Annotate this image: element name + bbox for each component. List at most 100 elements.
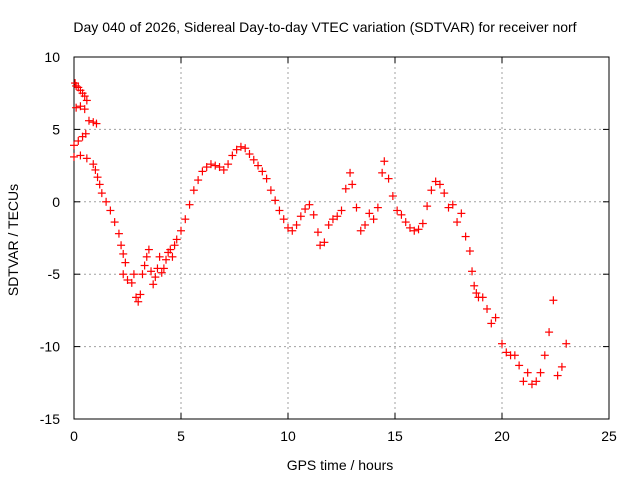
data-point: [444, 203, 453, 212]
data-point: [305, 200, 314, 209]
data-point: [301, 205, 310, 214]
grid: [74, 57, 609, 419]
data-point: [414, 225, 423, 234]
data-point: [365, 209, 374, 218]
data-point: [172, 235, 181, 244]
data-point: [341, 184, 350, 193]
data-point: [82, 96, 91, 105]
data-point: [93, 173, 102, 182]
data-point: [119, 270, 128, 279]
data-point: [151, 273, 160, 282]
data-point: [72, 103, 81, 112]
data-point: [435, 180, 444, 189]
data-point: [127, 278, 136, 287]
data-point: [483, 304, 492, 313]
chart-title: Day 040 of 2026, Sidereal Day-to-day VTE…: [73, 19, 576, 35]
data-point: [89, 160, 98, 169]
data-point: [320, 238, 329, 247]
plot-frame: [73, 56, 610, 420]
data-point: [215, 163, 224, 172]
y-tick-label: -5: [48, 266, 61, 282]
x-tick-label: 5: [177, 428, 185, 444]
data-point: [166, 245, 175, 254]
data-point: [324, 220, 333, 229]
data-point: [82, 154, 91, 163]
data-point: [540, 351, 549, 360]
data-point: [80, 105, 89, 114]
data-point: [114, 229, 123, 238]
data-point: [468, 267, 477, 276]
data-point: [245, 150, 254, 159]
data-point: [557, 362, 566, 371]
data-point: [352, 203, 361, 212]
data-point: [418, 219, 427, 228]
data-point: [97, 189, 106, 198]
data-point: [149, 280, 158, 289]
data-point: [562, 339, 571, 348]
data-point: [102, 197, 111, 206]
data-point: [393, 206, 402, 215]
data-point: [224, 160, 233, 169]
data-point: [76, 102, 85, 111]
data-point: [380, 157, 389, 166]
data-point: [328, 215, 337, 224]
data-point: [313, 228, 322, 237]
data-point: [74, 136, 83, 145]
x-tick-label: 10: [280, 428, 296, 444]
data-point: [70, 152, 78, 161]
data-point: [177, 226, 185, 235]
data-point: [348, 180, 357, 189]
data-point: [288, 226, 297, 235]
data-point: [549, 296, 558, 305]
data-point: [553, 371, 562, 380]
data-point: [502, 348, 511, 357]
data-point: [401, 218, 410, 227]
data-point: [440, 189, 449, 198]
data-point: [106, 206, 115, 215]
data-point: [470, 281, 479, 290]
plot-border: [73, 56, 610, 420]
data-point: [92, 119, 101, 128]
x-axis-label: GPS time / hours: [287, 457, 394, 473]
data-point: [136, 290, 145, 299]
data-point: [219, 165, 228, 174]
data-point: [337, 206, 346, 215]
data-point: [140, 261, 149, 270]
data-point: [228, 151, 237, 160]
ticks: 0 5 10 15 20 25 -15 -10 -5 0 5 10: [40, 49, 617, 444]
data-point: [523, 368, 532, 377]
data-point: [431, 177, 440, 186]
data-point: [117, 241, 126, 250]
data-point: [266, 186, 275, 195]
data-point: [369, 215, 378, 224]
data-point: [241, 144, 250, 153]
data-point: [119, 249, 128, 258]
data-point: [129, 270, 138, 279]
data-point: [258, 167, 267, 176]
data-point: [236, 142, 245, 151]
data-point: [373, 203, 382, 212]
data-point: [465, 247, 474, 256]
data-point: [519, 377, 528, 386]
data-point: [155, 252, 164, 261]
y-tick-label: 0: [52, 194, 60, 210]
data-point: [202, 163, 211, 172]
data-point: [211, 161, 220, 170]
data-point: [70, 141, 78, 150]
data-point: [532, 377, 541, 386]
data-point: [157, 268, 166, 277]
data-point: [132, 293, 141, 302]
data-point: [138, 270, 147, 279]
data-point: [397, 210, 406, 219]
x-tick-label: 0: [70, 428, 78, 444]
data-point: [453, 218, 462, 227]
data-point: [410, 226, 419, 235]
data-point: [292, 220, 301, 229]
data-point: [162, 255, 171, 264]
x-tick-label: 20: [494, 428, 510, 444]
data-point: [487, 319, 496, 328]
data-point: [80, 92, 89, 101]
data-point: [356, 226, 365, 235]
data-point: [262, 174, 271, 183]
